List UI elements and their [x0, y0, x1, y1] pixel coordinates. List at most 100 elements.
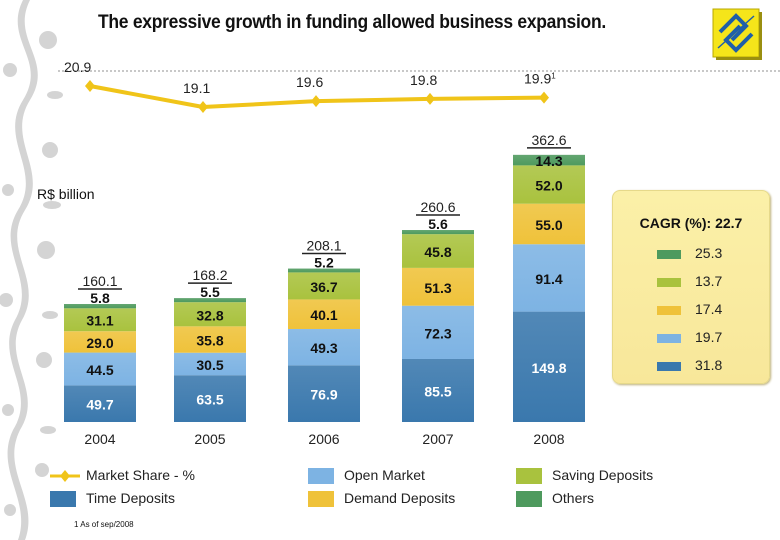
- data-label: 44.5: [86, 362, 113, 378]
- total-label: 260.6: [420, 199, 455, 215]
- data-label: 63.5: [196, 392, 223, 408]
- cagr-title: CAGR (%): 22.7: [639, 215, 743, 231]
- legend-swatch: [308, 468, 334, 484]
- data-label: 49.3: [310, 340, 337, 356]
- legend-swatch: [516, 491, 542, 507]
- bar-segment-saving-deposits-2007: [402, 234, 474, 268]
- bar-segment-time-deposits-2006: [288, 365, 360, 422]
- bar-segment-open-market-2006: [288, 328, 360, 366]
- x-tick-label: 2005: [194, 431, 225, 447]
- bar-segment-demand-deposits-2005: [174, 326, 246, 353]
- bar-segment-demand-deposits-2008: [513, 203, 585, 245]
- bar-segment-others-2004: [64, 304, 136, 309]
- data-label: 5.2: [314, 255, 334, 271]
- total-label: 362.6: [531, 132, 566, 148]
- cagr-swatch: [657, 334, 681, 343]
- data-label: 55.0: [535, 217, 562, 233]
- total-label: 168.2: [192, 267, 227, 283]
- legend-label: Saving Deposits: [552, 467, 654, 483]
- slide-title: The expressive growth in funding allowed…: [98, 12, 606, 33]
- data-label: 32.8: [196, 307, 223, 323]
- bar-segment-saving-deposits-2004: [64, 308, 136, 332]
- data-label: 72.3: [424, 325, 451, 341]
- legend-label: Open Market: [344, 467, 425, 483]
- market-share-point: [85, 80, 95, 92]
- data-label: 91.4: [535, 271, 562, 287]
- data-label: 5.6: [428, 216, 448, 232]
- legend-swatch: [516, 468, 542, 484]
- bar-segment-demand-deposits-2004: [64, 331, 136, 353]
- market-share-label: 19.91: [524, 71, 556, 87]
- bar-segment-open-market-2008: [513, 244, 585, 312]
- cagr-swatch: [657, 306, 681, 315]
- bar-segment-open-market-2005: [174, 352, 246, 376]
- bar-segment-open-market-2007: [402, 305, 474, 359]
- legend-label: Market Share - %: [86, 467, 195, 483]
- bar-segment-saving-deposits-2008: [513, 165, 585, 204]
- data-label: 36.7: [310, 279, 337, 295]
- data-label: 45.8: [424, 244, 451, 260]
- data-label: 76.9: [310, 387, 337, 403]
- market-share-point: [425, 92, 435, 105]
- bar-segment-demand-deposits-2007: [402, 267, 474, 306]
- legend-swatch: [308, 491, 334, 507]
- bar-segment-time-deposits-2008: [513, 311, 585, 422]
- market-share-label: 20.9: [64, 59, 91, 75]
- cagr-value: 19.7: [695, 329, 723, 345]
- cagr-value: 31.8: [695, 357, 723, 373]
- cagr-swatch: [657, 278, 681, 287]
- banco-do-brasil-logo-icon: [712, 8, 762, 60]
- x-tick-label: 2007: [422, 431, 453, 447]
- bar-segment-others-2006: [288, 268, 360, 273]
- data-label: 29.0: [86, 335, 113, 351]
- market-share-point: [311, 95, 321, 108]
- cagr-value: 13.7: [695, 273, 723, 289]
- total-label: 208.1: [306, 238, 341, 254]
- x-tick-label: 2004: [84, 431, 115, 447]
- data-label: 14.3: [535, 153, 562, 169]
- data-label: 52.0: [535, 178, 562, 194]
- market-share-point: [198, 101, 208, 113]
- bar-segment-others-2008: [513, 154, 585, 166]
- bar-segment-demand-deposits-2006: [288, 299, 360, 329]
- bar-segment-others-2005: [174, 298, 246, 303]
- floral-decoration: [0, 0, 63, 540]
- data-label: 49.7: [86, 397, 113, 413]
- bar-segment-time-deposits-2005: [174, 375, 246, 422]
- bar-segment-time-deposits-2004: [64, 385, 136, 422]
- bar-segment-others-2007: [402, 230, 474, 235]
- legend-swatch: [50, 491, 76, 507]
- x-tick-label: 2008: [533, 431, 564, 447]
- data-label: 51.3: [424, 280, 451, 296]
- title-divider: [58, 70, 780, 72]
- footnote: 1 As of sep/2008: [74, 520, 134, 529]
- data-label: 35.8: [196, 333, 223, 349]
- market-share-label: 19.1: [183, 80, 210, 96]
- data-label: 5.8: [90, 290, 110, 306]
- market-share-point: [539, 91, 549, 104]
- legend-label: Others: [552, 490, 595, 506]
- cagr-value: 25.3: [695, 245, 723, 261]
- data-label: 40.1: [310, 307, 337, 323]
- legend-label: Time Deposits: [86, 490, 175, 506]
- data-label: 149.8: [531, 360, 566, 376]
- total-label: 160.1: [82, 273, 117, 289]
- legend-line-marker-icon: [50, 470, 80, 482]
- market-share-label: 19.8: [410, 72, 437, 88]
- data-label: 30.5: [196, 357, 223, 373]
- data-label: 85.5: [424, 383, 451, 399]
- legend-label: Demand Deposits: [344, 490, 456, 506]
- bar-segment-time-deposits-2007: [402, 358, 474, 422]
- unit-label: R$ billion: [37, 186, 95, 202]
- market-share-label: 19.6: [296, 74, 323, 90]
- cagr-swatch: [657, 362, 681, 371]
- cagr-value: 17.4: [695, 301, 723, 317]
- bar-segment-saving-deposits-2005: [174, 302, 246, 327]
- data-label: 5.5: [200, 284, 220, 300]
- cagr-box: CAGR (%): 22.7 25.3 13.7 17.4 19.7 31.8: [612, 190, 770, 384]
- data-label: 31.1: [86, 313, 113, 329]
- cagr-swatch: [657, 250, 681, 259]
- bar-segment-open-market-2004: [64, 352, 136, 386]
- bar-segment-saving-deposits-2006: [288, 272, 360, 300]
